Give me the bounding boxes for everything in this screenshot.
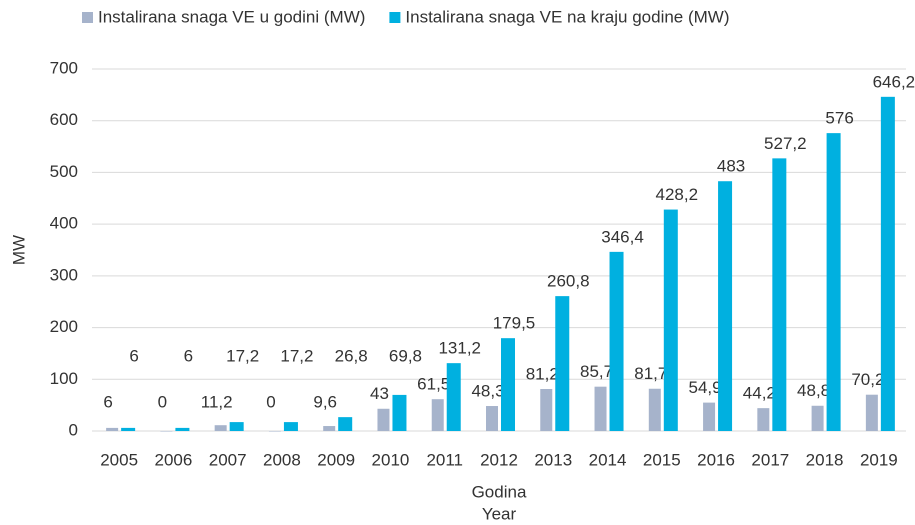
bar — [338, 417, 353, 431]
data-label: 85,7 — [580, 362, 613, 381]
x-tick-label: 2005 — [100, 450, 138, 469]
y-tick-label: 400 — [50, 214, 78, 233]
y-tick-label: 0 — [69, 420, 78, 439]
bar — [865, 394, 878, 431]
data-label: 179,5 — [493, 314, 536, 333]
y-tick-label: 200 — [50, 317, 78, 336]
data-label: 6 — [129, 346, 138, 365]
x-axis-title: Godina — [472, 482, 527, 501]
legend-label: Instalirana snaga VE u godini (MW) — [98, 7, 365, 26]
x-tick-label: 2008 — [263, 450, 301, 469]
bar — [703, 402, 716, 431]
y-tick-label: 300 — [50, 265, 78, 284]
data-label: 26,8 — [335, 346, 368, 365]
x-tick-label: 2009 — [317, 450, 355, 469]
x-tick-label: 2013 — [534, 450, 572, 469]
data-label: 9,6 — [313, 392, 337, 411]
x-tick-label: 2011 — [426, 450, 463, 469]
data-label: 81,2 — [526, 364, 559, 383]
x-tick-label: 2007 — [209, 450, 247, 469]
bar — [648, 388, 661, 431]
bar — [555, 296, 570, 431]
bar — [718, 181, 733, 431]
data-label: 646,2 — [873, 72, 915, 91]
data-label: 70,2 — [851, 370, 884, 389]
data-label: 576 — [825, 109, 853, 128]
bar — [392, 394, 407, 431]
data-label: 54,9 — [689, 378, 722, 397]
bar — [175, 427, 190, 431]
bar — [160, 431, 173, 432]
data-label: 44,2 — [743, 384, 776, 403]
bar — [214, 425, 227, 431]
data-label: 43 — [370, 384, 389, 403]
y-tick-label: 100 — [50, 369, 78, 388]
data-label: 48,3 — [471, 382, 504, 401]
data-label: 11,2 — [201, 392, 233, 411]
bar — [540, 389, 553, 431]
bar — [757, 408, 770, 431]
bar — [323, 426, 336, 431]
bar — [431, 399, 444, 431]
bar — [106, 427, 119, 431]
bar — [377, 408, 390, 431]
legend-label: Instalirana snaga VE na kraju godine (MW… — [405, 7, 729, 26]
x-tick-label: 2014 — [589, 450, 627, 469]
x-tick-label: 2018 — [806, 450, 844, 469]
x-tick-label: 2019 — [860, 450, 898, 469]
bar — [446, 363, 461, 431]
legend-swatch — [389, 12, 401, 23]
bar — [609, 251, 624, 431]
y-tick-label: 600 — [50, 110, 78, 129]
bar — [283, 422, 298, 431]
data-label: 81,7 — [634, 364, 667, 383]
x-tick-label: 2017 — [751, 450, 789, 469]
y-tick-label: 500 — [50, 162, 78, 181]
data-label: 428,2 — [656, 185, 699, 204]
data-label: 483 — [717, 157, 745, 176]
data-label: 17,2 — [226, 346, 259, 365]
bar — [772, 158, 787, 431]
bar — [268, 431, 281, 432]
bar — [826, 133, 841, 431]
data-label: 346,4 — [601, 227, 644, 246]
x-tick-label: 2015 — [643, 450, 681, 469]
bar — [880, 96, 895, 431]
bar — [486, 406, 498, 431]
data-label: 48,8 — [797, 381, 830, 400]
data-label: 6 — [103, 392, 112, 411]
x-tick-label: 2016 — [697, 450, 735, 469]
bar — [811, 405, 824, 431]
x-tick-label: 2012 — [480, 450, 518, 469]
bar — [594, 386, 607, 431]
bar — [501, 338, 515, 431]
data-label: 0 — [158, 392, 167, 411]
x-tick-label: 2010 — [372, 450, 410, 469]
x-axis-title: Year — [482, 504, 517, 523]
y-tick-label: 700 — [50, 58, 78, 77]
data-label: 17,2 — [280, 346, 313, 365]
data-label: 131,2 — [438, 339, 481, 358]
bar — [663, 209, 678, 431]
data-label: 260,8 — [547, 272, 590, 291]
x-tick-label: 2006 — [154, 450, 192, 469]
data-label: 0 — [266, 392, 275, 411]
data-label: 61,5 — [417, 375, 450, 394]
legend-swatch — [82, 12, 93, 23]
data-label: 527,2 — [764, 134, 807, 153]
data-label: 6 — [184, 346, 193, 365]
bar — [229, 422, 244, 431]
bar — [121, 427, 136, 431]
data-label: 69,8 — [389, 346, 422, 365]
y-axis-title: MW — [9, 235, 28, 265]
